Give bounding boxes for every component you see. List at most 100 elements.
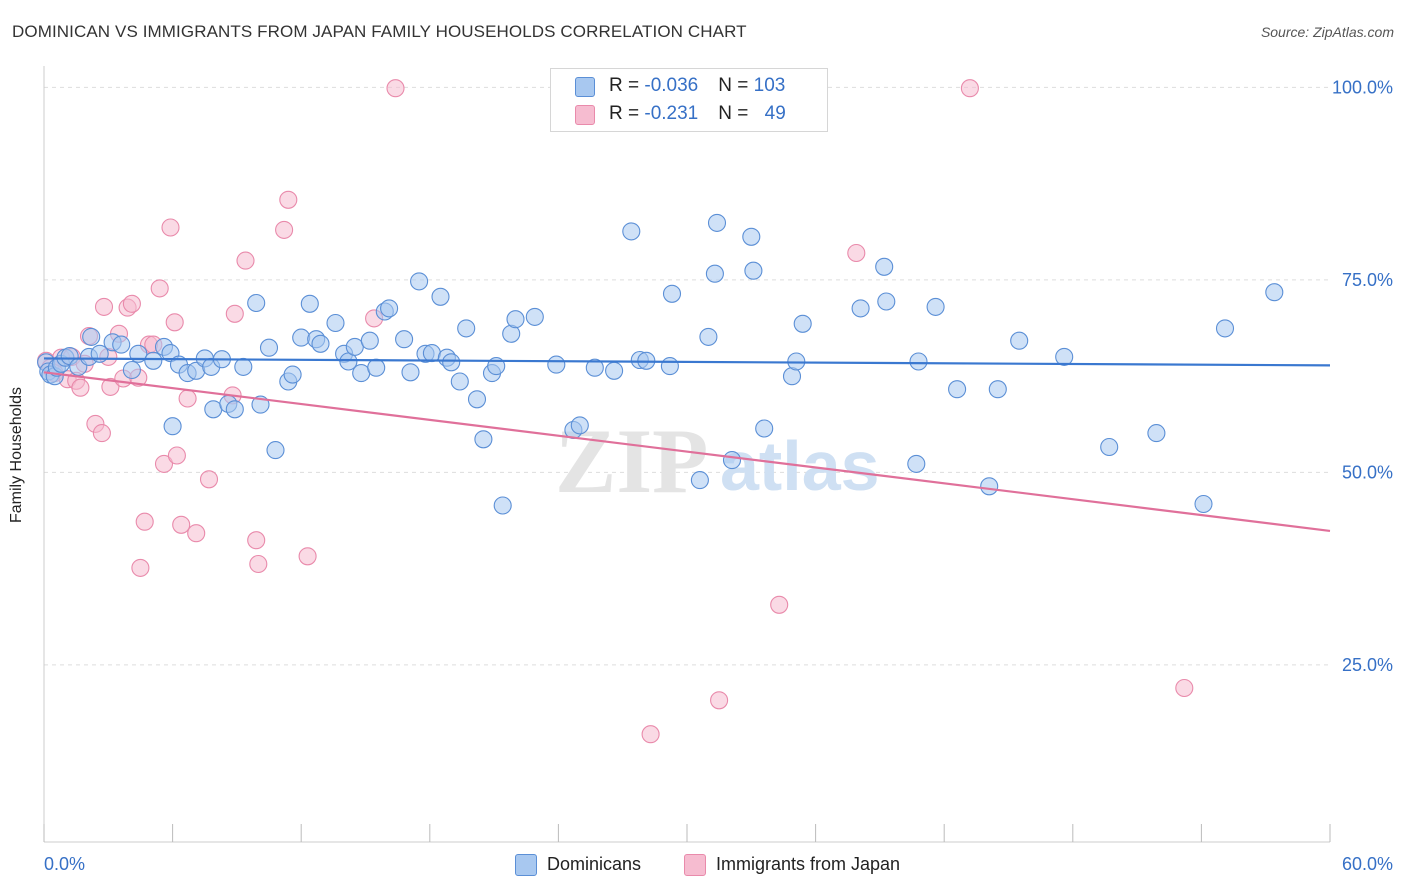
point-japan [154,454,174,473]
point-dominican [1147,424,1166,443]
chart-title: DOMINICAN VS IMMIGRANTS FROM JAPAN FAMIL… [12,22,747,41]
point-dominican [493,496,512,515]
point-dominican [722,451,742,470]
point-dominican [112,335,131,354]
point-japan [187,524,206,543]
point-dominican [300,294,319,313]
point-dominican [367,358,386,377]
point-dominican [266,441,285,460]
point-dominican [699,327,718,346]
point-dominican [1265,283,1284,302]
point-japan [249,554,268,574]
trend-lines [43,357,1331,533]
point-dominican [875,257,894,276]
point-japan [150,279,169,298]
point-japan [247,531,266,550]
point-dominican [345,337,364,356]
point-dominican [877,292,896,311]
point-japan [279,190,298,209]
point-japan [1175,678,1194,698]
legend-n-label: N = [718,75,754,96]
point-dominican [163,417,182,436]
point-dominican [247,293,266,313]
gridlines [44,86,1330,666]
legend-r-value: -0.231 [644,103,699,124]
y-tick-label: 100.0% [1332,77,1393,97]
point-dominican [292,328,311,347]
point-japan [92,424,111,443]
point-dominican [547,355,566,374]
point-dominican [395,330,414,349]
point-dominican [742,227,761,246]
point-dominican [744,261,763,280]
axes [43,66,1331,843]
point-dominican [851,299,870,318]
trend-line-japan [43,371,1331,533]
point-japan [131,558,150,577]
legend-n-label: N = [718,103,754,124]
point-dominican [410,272,429,291]
point-japan [161,218,180,237]
point-dominican [980,477,999,496]
legend-n-value: 103 [753,75,786,96]
point-japan [386,79,405,98]
point-japan [960,79,979,98]
point-dominican [705,264,724,283]
legend-swatch-japan [684,854,706,876]
point-dominican [1055,347,1074,366]
point-japan [165,313,184,332]
source-label: Source: ZipAtlas.com [1260,24,1394,40]
point-dominican [1100,437,1119,457]
x-tick-label-max: 60.0% [1342,854,1393,874]
legend-swatch-pink [575,105,595,125]
series-legend: Dominicans Immigrants from Japan [0,853,1406,877]
legend-label-dominicans: Dominicans [547,854,642,874]
point-dominican [122,360,141,380]
dominican-points [37,213,1284,515]
point-japan [225,304,244,323]
legend-n-value: 49 [764,103,786,124]
point-dominican [506,310,525,329]
point-dominican [422,344,441,363]
point-dominican [988,380,1007,399]
point-dominican [525,307,544,326]
point-dominican [204,400,223,419]
point-dominican [707,213,727,232]
point-japan [770,595,789,614]
point-japan [275,220,294,239]
point-japan [178,389,197,408]
point-japan [847,243,866,263]
point-dominican [605,361,624,380]
point-dominican [352,364,371,383]
point-dominican [793,314,812,333]
point-japan [94,297,114,316]
point-dominican [283,365,302,384]
point-dominican [948,380,967,399]
point-dominican [926,297,945,316]
legend-label-japan: Immigrants from Japan [716,854,901,874]
point-dominican [450,372,469,391]
point-dominican [442,353,461,372]
point-dominican [360,331,379,350]
point-dominican [234,357,253,376]
legend-r-value: -0.036 [644,75,699,96]
point-dominican [585,358,604,377]
point-japan [135,512,154,531]
point-japan [101,377,120,396]
point-dominican [909,352,928,371]
point-japan [641,725,660,744]
y-tick-label: 50.0% [1342,462,1393,482]
tick-labels: 25.0% 50.0% 75.0% 100.0% 0.0% 60.0% [44,77,1393,874]
point-japan [71,378,90,397]
point-dominican [326,313,345,333]
legend-swatch-dominicans [515,854,537,876]
legend-swatch-blue [575,77,595,97]
point-dominican [82,327,101,346]
y-tick-label: 25.0% [1342,655,1393,675]
point-japan [122,294,141,313]
point-japan [710,691,729,710]
point-dominican [907,454,926,473]
point-japan [167,446,186,465]
point-dominican [457,319,476,338]
point-dominican [144,351,163,370]
